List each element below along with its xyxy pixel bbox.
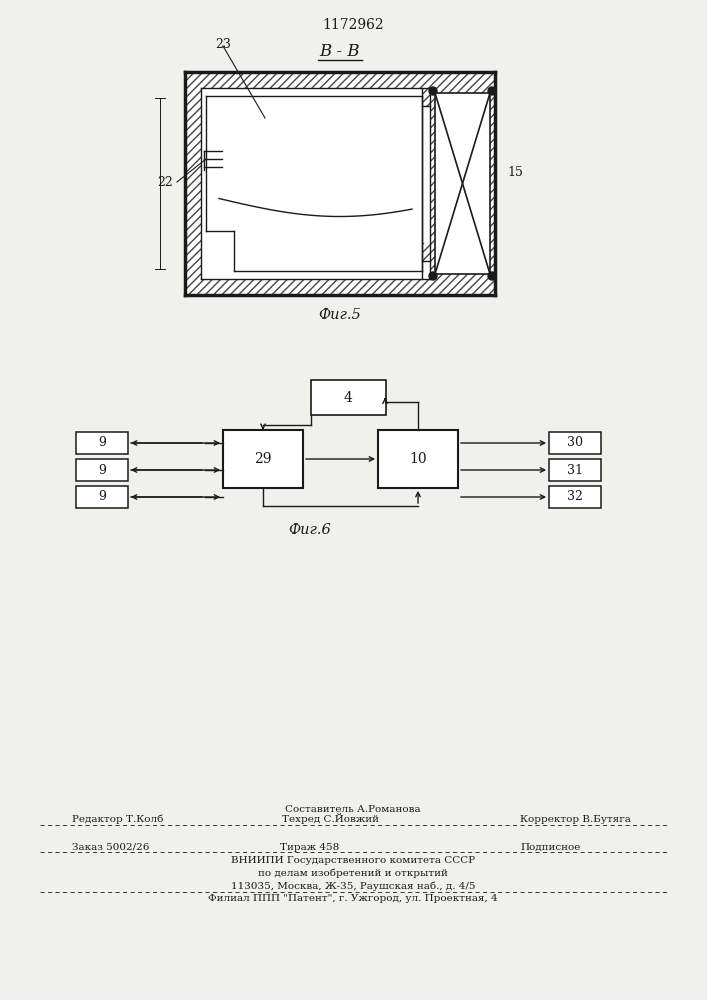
Text: ВНИИПИ Государственного комитета СССР: ВНИИПИ Государственного комитета СССР [231, 856, 475, 865]
Bar [311, 380, 386, 415]
Text: Заказ 5002/26: Заказ 5002/26 [72, 843, 149, 852]
Bar [76, 459, 128, 481]
Text: 4: 4 [344, 390, 352, 404]
Text: B - B: B - B [320, 43, 361, 60]
Text: Техред С.Йовжий: Техред С.Йовжий [282, 813, 379, 824]
Text: 9: 9 [98, 490, 106, 504]
Bar [422, 243, 430, 261]
Bar [185, 72, 495, 88]
Bar [549, 459, 601, 481]
Bar [76, 486, 128, 508]
Text: 9: 9 [98, 436, 106, 450]
Text: Корректор В.Бутяга: Корректор В.Бутяга [520, 815, 631, 824]
Text: 32: 32 [567, 490, 583, 504]
Bar [76, 432, 128, 454]
Bar [430, 72, 495, 295]
Text: по делам изобретений и открытий: по делам изобретений и открытий [258, 868, 448, 878]
Circle shape [429, 87, 437, 95]
Text: Редактор Т.Колб: Редактор Т.Колб [72, 814, 163, 824]
Text: Составитель А.Романова: Составитель А.Романова [285, 805, 421, 814]
Bar [223, 430, 303, 488]
Text: 113035, Москва, Ж-35, Раушская наб., д. 4/5: 113035, Москва, Ж-35, Раушская наб., д. … [230, 882, 475, 891]
Circle shape [488, 272, 496, 280]
Text: Фиг.6: Фиг.6 [288, 523, 332, 537]
Text: 1172962: 1172962 [322, 18, 384, 32]
Text: 10: 10 [409, 452, 427, 466]
Bar [422, 88, 430, 106]
Bar [185, 72, 495, 295]
Bar [185, 279, 495, 295]
Text: 31: 31 [567, 464, 583, 477]
Text: Тираж 458: Тираж 458 [281, 843, 339, 852]
Text: Филиал ППП "Патент", г. Ужгород, ул. Проектная, 4: Филиал ППП "Патент", г. Ужгород, ул. Про… [208, 894, 498, 903]
Text: 30: 30 [567, 436, 583, 450]
Circle shape [488, 87, 496, 95]
Text: 29: 29 [255, 452, 271, 466]
Bar [378, 430, 458, 488]
Bar [185, 72, 201, 295]
Text: 23: 23 [215, 37, 231, 50]
Text: Фиг.5: Фиг.5 [319, 308, 361, 322]
Circle shape [429, 272, 437, 280]
Text: 9: 9 [98, 464, 106, 477]
Bar [435, 93, 490, 274]
Text: 15: 15 [507, 165, 523, 178]
Text: Подписное: Подписное [520, 843, 580, 852]
Bar [549, 432, 601, 454]
Bar [549, 486, 601, 508]
Text: 22: 22 [157, 176, 173, 188]
